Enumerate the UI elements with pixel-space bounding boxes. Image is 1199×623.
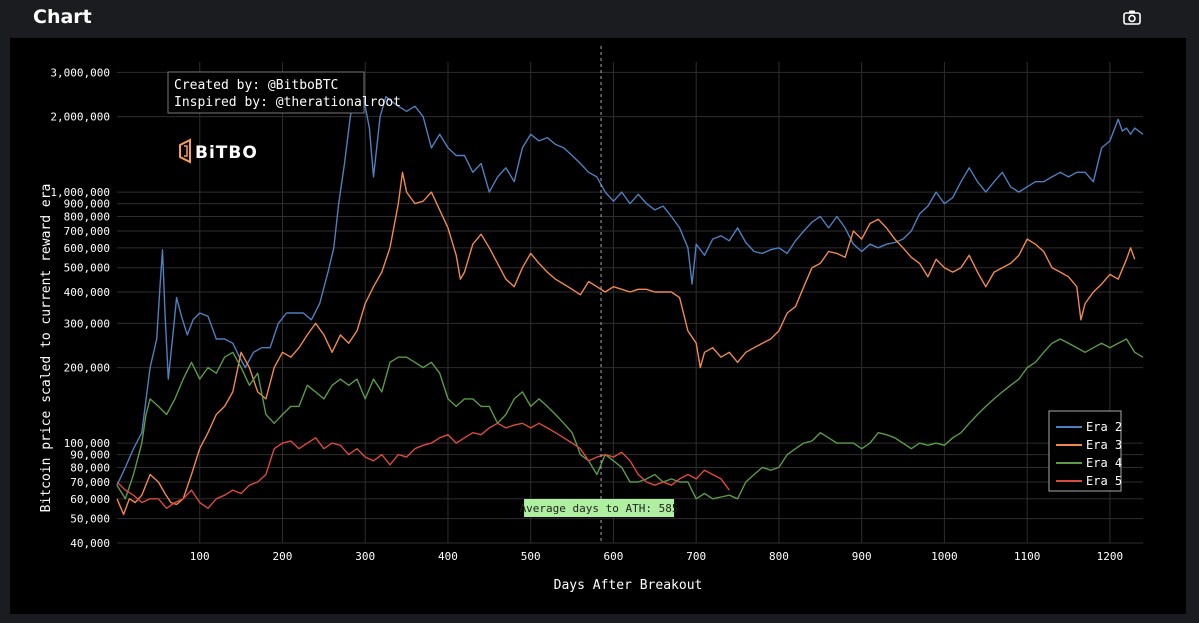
x-tick-label: 800 — [769, 550, 789, 563]
y-tick-label: 100,000 — [64, 437, 110, 450]
credits-line-2: Inspired by: @therationalroot — [174, 95, 401, 110]
y-tick-label: 300,000 — [64, 317, 110, 330]
y-tick-label: 80,000 — [70, 461, 110, 474]
x-tick-label: 900 — [852, 550, 872, 563]
y-tick-label: 800,000 — [64, 210, 110, 223]
bitbo-logo-icon — [179, 138, 191, 164]
bitbo-logo: BiTBO — [179, 138, 258, 164]
bitbo-logo-icon-inner — [184, 145, 188, 157]
series-lines — [116, 79, 1144, 516]
legend-label-era-4[interactable]: Era 4 — [1086, 456, 1122, 470]
series-line-era-3 — [116, 171, 1136, 516]
chart-svg: 40,000 50,000 60,000 70,000 80,00090,000100,… — [39, 46, 1144, 593]
y-tick-label: 400,000 — [64, 286, 110, 299]
legend-box — [1048, 410, 1122, 492]
y-tick-label: 700,000 — [64, 225, 110, 238]
credits-box — [167, 71, 365, 114]
x-tick-label: 700 — [686, 550, 706, 563]
x-tick-label: 400 — [438, 550, 458, 563]
chart-panel: 40,000 50,000 60,000 70,000 80,000 90,000 100,… — [10, 38, 1186, 614]
x-axis-label: Days After Breakout — [554, 578, 703, 593]
y-tick-label: 50,000 — [70, 513, 110, 526]
series-line-era-4 — [116, 338, 1144, 500]
legend-label-era-2[interactable]: Era 2 — [1086, 420, 1122, 434]
y-tick-label: 60,000 — [70, 493, 110, 506]
y-axis-label: Bitcoin price scaled to current reward e… — [39, 184, 54, 513]
credits-line-1: Created by: @BitboBTC — [174, 78, 338, 93]
legend-label-era-3[interactable]: Era 3 — [1086, 438, 1122, 452]
x-tick-label: 1000 — [931, 550, 958, 563]
y-tick-label: 40,000 — [70, 537, 110, 550]
y-tick-label: 900,000 — [64, 198, 110, 211]
x-tick-labels: 100 200 300 400 500 600 700 800 900 1000 1100 1200 — [190, 550, 1123, 563]
legend-label-era-5[interactable]: Era 5 — [1086, 474, 1122, 488]
y-tick-label: 70,000 — [70, 476, 110, 489]
top-bar: Chart — [0, 0, 1199, 34]
series-line-era-2 — [116, 79, 1144, 486]
grid-layer — [117, 62, 1143, 544]
x-tick-label: 300 — [355, 550, 375, 563]
bitbo-logo-text: BiTBO — [195, 143, 258, 163]
legend: Era 2 Era 3 Era 4 Era 5 — [1048, 410, 1122, 492]
x-tick-label: 1200 — [1097, 550, 1124, 563]
camera-icon[interactable] — [1121, 6, 1143, 28]
y-tick-label: 600,000 — [64, 242, 110, 255]
average-days-annotation-box — [524, 499, 675, 517]
average-days-annotation: Average days to ATH: 585 — [520, 502, 679, 515]
y-tick-label: 2,000,000 — [50, 111, 110, 124]
y-tick-labels: 40,000 50,000 60,000 70,000 80,00090,000100,… — [50, 66, 110, 550]
y-tick-label: 500,000 — [64, 262, 110, 275]
camera-glyph — [1123, 10, 1141, 25]
x-tick-label: 500 — [521, 550, 541, 563]
series-line-era-5 — [116, 422, 730, 509]
x-tick-label: 200 — [273, 550, 293, 563]
page-title: Chart — [33, 6, 92, 28]
x-tick-label: 100 — [190, 550, 210, 563]
y-tick-label: 90,000 — [70, 449, 110, 462]
x-tick-label: 1100 — [1014, 550, 1041, 563]
y-tick-label: 1,000,000 — [50, 186, 110, 199]
y-tick-label: 200,000 — [64, 362, 110, 375]
x-tick-label: 600 — [604, 550, 624, 563]
y-tick-label: 3,000,000 — [50, 66, 110, 79]
